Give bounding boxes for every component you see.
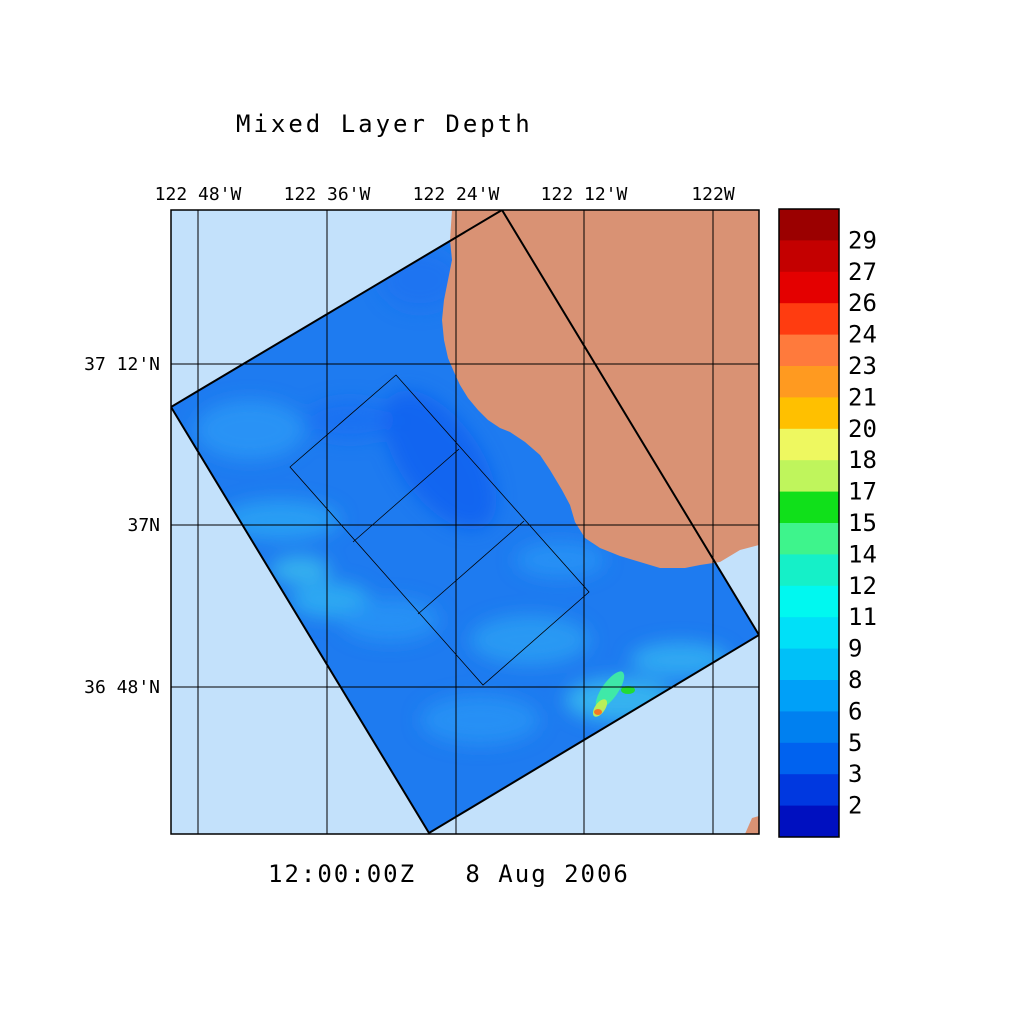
colorbar-swatch <box>779 460 839 493</box>
plot-area <box>171 210 759 834</box>
colorbar-label: 26 <box>848 289 877 317</box>
colorbar-swatch <box>779 680 839 712</box>
lon-tick-label: 122 12'W <box>541 184 628 205</box>
colorbar-label: 6 <box>848 697 862 725</box>
colorbar-swatch <box>779 271 839 304</box>
colorbar-swatch <box>779 742 839 775</box>
colorbar-swatch <box>779 711 839 744</box>
colorbar-swatch <box>779 617 839 650</box>
colorbar-label: 5 <box>848 729 862 757</box>
colorbar-label: 20 <box>848 415 877 443</box>
colorbar-swatch <box>779 303 839 336</box>
colorbar-swatch <box>779 209 839 241</box>
colorbar-label: 29 <box>848 226 877 254</box>
colorbar-swatch <box>779 334 839 367</box>
nested-domain-boxes <box>289 374 590 686</box>
colorbar-swatch <box>779 805 839 838</box>
colorbar-swatch <box>779 491 839 524</box>
colorbar-label: 23 <box>848 352 877 380</box>
lat-labels: 37 12'N 37N 36 48'N <box>84 354 160 698</box>
colorbar-swatch <box>779 523 839 555</box>
lat-tick-label: 37 12'N <box>84 354 160 375</box>
lon-tick-label: 122 48'W <box>155 184 242 205</box>
colorbar-label: 3 <box>848 760 862 788</box>
colorbar-swatch <box>779 366 839 398</box>
colorbar-label: 15 <box>848 509 877 537</box>
lat-tick-label: 37N <box>127 515 160 536</box>
colorbar-label: 24 <box>848 321 877 349</box>
colorbar-swatch <box>779 774 839 807</box>
colorbar-label: 2 <box>848 792 862 820</box>
colorbar-label: 11 <box>848 603 877 631</box>
colorbar-label: 18 <box>848 446 877 474</box>
colorbar-label: 27 <box>848 258 877 286</box>
lon-tick-label: 122 36'W <box>284 184 371 205</box>
lon-tick-label: 122 24'W <box>413 184 500 205</box>
graticule <box>171 210 759 834</box>
plot-frame <box>170 209 760 835</box>
lat-tick-label: 36 48'N <box>84 677 160 698</box>
colorbar-swatch <box>779 397 839 430</box>
colorbar-swatch <box>779 428 839 461</box>
lon-tick-label: 122W <box>691 184 735 205</box>
colorbar-label: 8 <box>848 666 862 694</box>
colorbar-swatch <box>779 554 839 587</box>
colorbar-label: 17 <box>848 478 877 506</box>
colorbar-label: 14 <box>848 540 877 568</box>
coastline-land <box>442 210 759 568</box>
land-corner <box>745 816 759 834</box>
colorbar-swatch <box>779 240 839 273</box>
colorbar-label: 12 <box>848 572 877 600</box>
colorbar-frame <box>778 208 840 838</box>
domain-boundary <box>171 210 759 834</box>
colorbar-label: 9 <box>848 635 862 663</box>
colorbar: 29 27 26 24 23 21 20 18 17 15 14 12 11 9 8 6 5 3 2 <box>779 209 877 838</box>
map-title: Mixed Layer Depth <box>236 110 533 138</box>
colorbar-label: 21 <box>848 383 877 411</box>
lon-labels: 122 48'W 122 36'W 122 24'W 122 12'W 122W <box>155 184 735 205</box>
colorbar-swatch <box>779 585 839 618</box>
colorbar-swatch <box>779 648 839 681</box>
timestamp: 12:00:00Z 8 Aug 2006 <box>268 860 630 888</box>
